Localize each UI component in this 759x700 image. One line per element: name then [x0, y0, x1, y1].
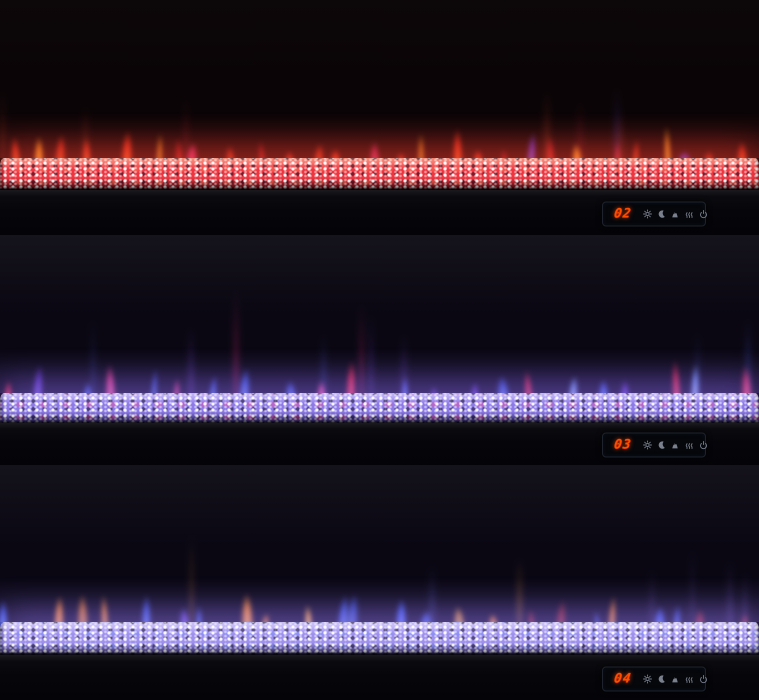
- power-icon: [699, 674, 708, 683]
- sleep-timer-icon: [657, 441, 666, 450]
- flame-effect-icon: [671, 674, 680, 683]
- firebox-background: [0, 235, 759, 423]
- brightness-icon: [642, 209, 652, 219]
- touch-control-icons: [642, 440, 708, 450]
- led-readout: 04: [613, 671, 633, 687]
- power-icon: [699, 441, 708, 450]
- power-icon: [699, 209, 708, 218]
- brightness-icon: [642, 440, 652, 450]
- fireplace-view-red-mode: 02: [0, 0, 759, 235]
- firebox-view: [0, 465, 759, 655]
- heater-icon: [685, 441, 694, 450]
- crystal-ember-bed: [0, 158, 759, 190]
- fireplace-base: 03: [0, 423, 759, 465]
- control-display: 02: [602, 201, 708, 227]
- control-display: 03: [602, 432, 708, 458]
- led-readout: 03: [613, 437, 633, 453]
- brightness-icon: [642, 674, 652, 684]
- crystal-ember-bed: [0, 393, 759, 423]
- flame-effect-icon: [671, 441, 680, 450]
- control-display: 04: [602, 666, 708, 692]
- heater-icon: [685, 209, 694, 218]
- firebox-view: [0, 0, 759, 190]
- fireplace-view-orange-blue-mode: 04: [0, 465, 759, 700]
- crystal-ember-bed: [0, 622, 759, 655]
- touch-control-icons: [642, 209, 708, 219]
- touch-control-icons: [642, 674, 708, 684]
- heater-icon: [685, 674, 694, 683]
- fireplace-base: 02: [0, 190, 759, 235]
- sleep-timer-icon: [657, 674, 666, 683]
- firebox-view: [0, 235, 759, 423]
- sleep-timer-icon: [657, 209, 666, 218]
- led-readout: 02: [613, 206, 633, 222]
- fireplace-view-blue-pink-mode: 03: [0, 235, 759, 465]
- flame-effect-icon: [671, 209, 680, 218]
- fireplace-base: 04: [0, 655, 759, 700]
